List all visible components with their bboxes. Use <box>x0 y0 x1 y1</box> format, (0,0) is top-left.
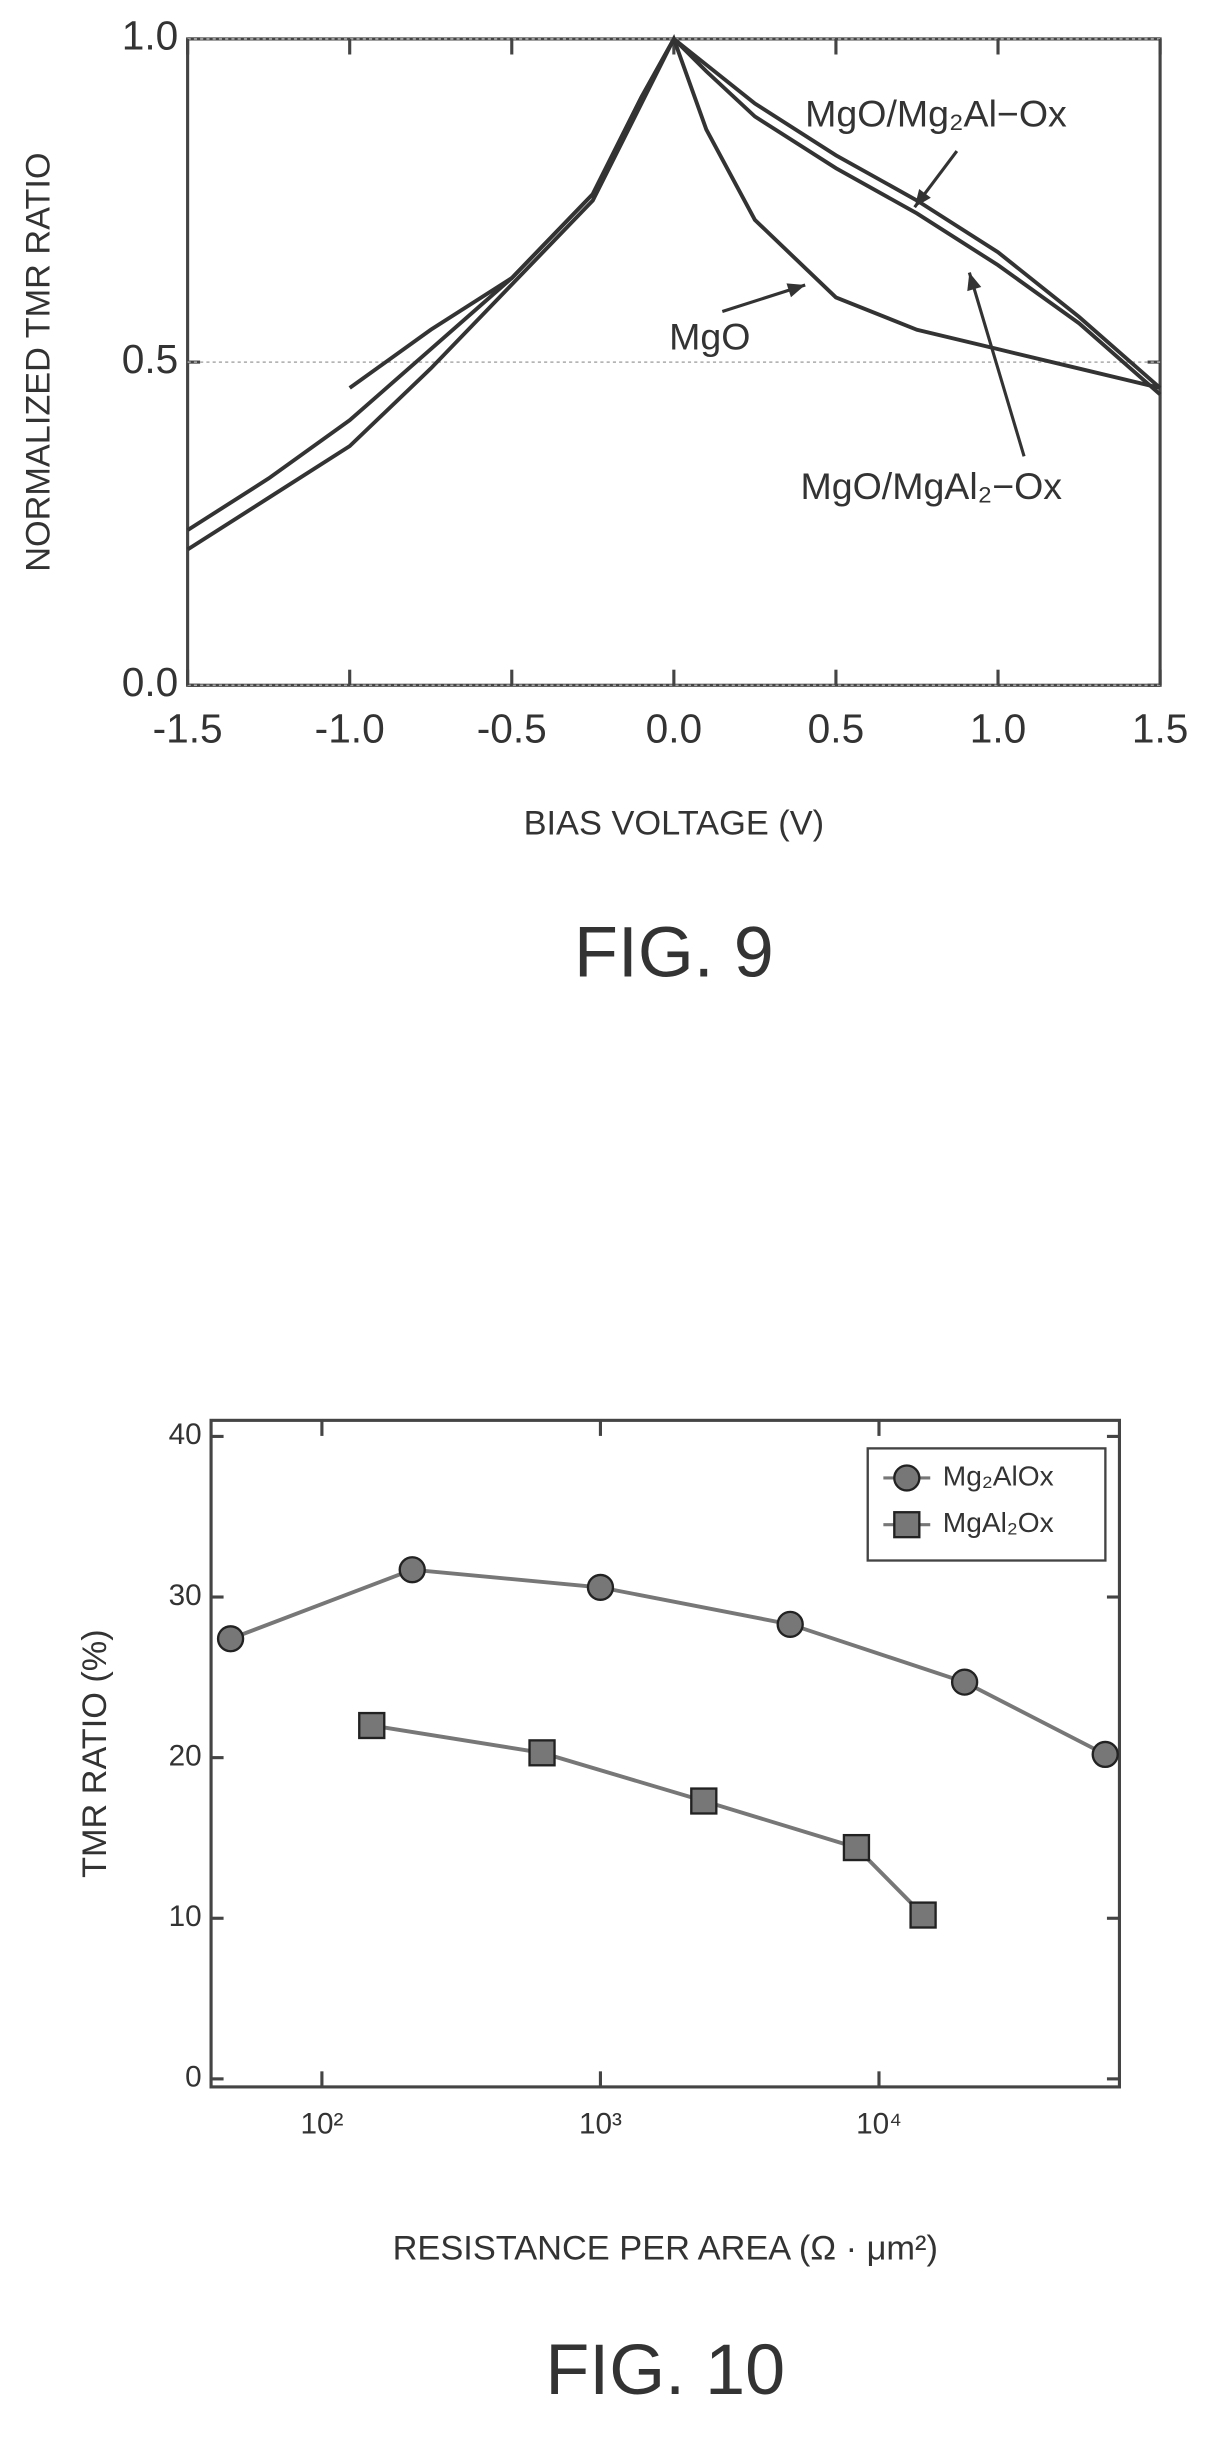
y-tick-label: 0.5 <box>122 336 179 382</box>
marker <box>911 1903 936 1928</box>
x-tick-label: 0.0 <box>646 706 703 752</box>
y-tick-label: 30 <box>169 1579 202 1612</box>
y-tick-label: 20 <box>169 1740 202 1773</box>
annotation: MgO/Mg₂Al−Ox <box>805 93 1067 135</box>
marker <box>691 1789 716 1814</box>
y-tick-label: 40 <box>169 1418 202 1451</box>
annotation: MgO/MgAl₂−Ox <box>800 465 1062 507</box>
marker <box>400 1557 425 1582</box>
y-tick-label: 0.0 <box>122 659 179 705</box>
x-tick-label: 10⁴ <box>856 2108 902 2141</box>
x-tick-label: 1.5 <box>1132 706 1189 752</box>
figure-caption: FIG. 10 <box>545 2330 785 2410</box>
x-tick-label: -1.0 <box>315 706 385 752</box>
legend-label: MgAl₂Ox <box>943 1507 1054 1538</box>
marker <box>218 1626 243 1651</box>
y-tick-label: 0 <box>185 2061 202 2094</box>
marker <box>952 1670 977 1695</box>
figure-caption: FIG. 9 <box>574 913 774 993</box>
x-axis-label: RESISTANCE PER AREA (Ω · μm²) <box>393 2230 938 2268</box>
marker <box>530 1740 555 1765</box>
x-tick-label: -1.5 <box>153 706 223 752</box>
marker <box>588 1575 613 1600</box>
annotation-arrow <box>969 273 1024 457</box>
x-tick-label: -0.5 <box>477 706 547 752</box>
x-tick-label: 10² <box>300 2108 343 2141</box>
marker <box>1093 1742 1118 1767</box>
marker <box>359 1713 384 1738</box>
legend-marker <box>894 1512 919 1537</box>
arrow-head <box>967 273 981 292</box>
y-tick-label: 1.0 <box>122 13 179 59</box>
x-tick-label: 0.5 <box>808 706 865 752</box>
page: 0.0 0.5 1.0 -1.5 -1.0 -0.5 0.0 0.5 1.0 1.5 BIAS VO… <box>0 0 1207 2442</box>
y-axis-label: NORMALIZED TMR RATIO <box>20 152 58 571</box>
x-tick-label: 10³ <box>579 2108 622 2141</box>
marker <box>844 1835 869 1860</box>
annotation: MgO <box>669 315 750 357</box>
marker <box>778 1612 803 1637</box>
x-axis-label: BIAS VOLTAGE (V) <box>524 805 825 843</box>
arrow-head <box>787 283 806 297</box>
series-line <box>372 1726 923 1916</box>
x-tick-label: 1.0 <box>970 706 1027 752</box>
y-axis-label: TMR RATIO (%) <box>76 1629 114 1878</box>
legend-marker <box>894 1466 919 1491</box>
y-tick-label: 10 <box>169 1900 202 1933</box>
legend-label: Mg₂AlOx <box>943 1460 1054 1491</box>
